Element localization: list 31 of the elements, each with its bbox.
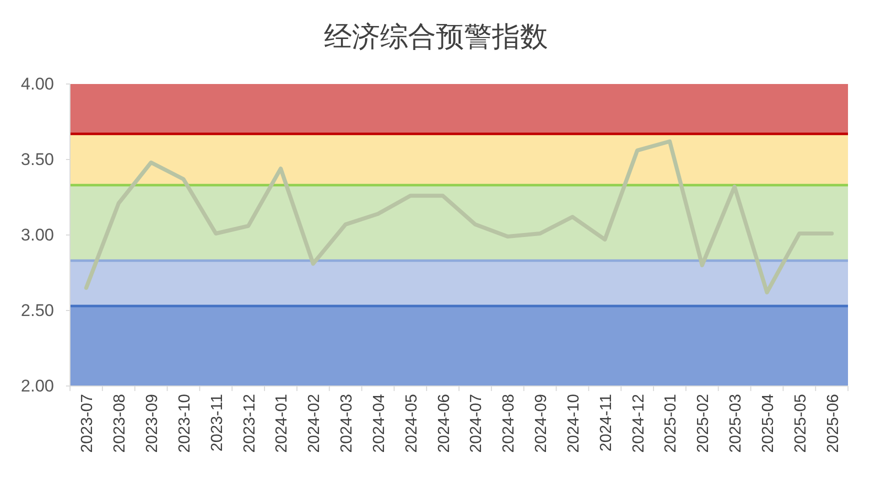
y-tick-label: 2.00 — [20, 376, 54, 396]
y-tick-label: 2.50 — [20, 301, 54, 320]
x-tick-label: 2025-05 — [792, 394, 810, 453]
x-tick-label: 2023-08 — [112, 394, 129, 453]
x-tick-label: 2023-11 — [208, 394, 226, 452]
x-tick-label: 2025-01 — [662, 394, 680, 453]
x-tick-label: 2023-12 — [241, 394, 258, 453]
chart-title: 经济综合预警指数 — [324, 22, 548, 53]
x-tick-label: 2024-02 — [306, 394, 324, 453]
x-tick-label: 2024-09 — [533, 394, 550, 453]
x-tick-label: 2025-04 — [760, 394, 777, 453]
y-tick-label: 4.00 — [20, 74, 54, 94]
x-tick-label: 2025-03 — [728, 394, 745, 453]
x-tick-label: 2024-01 — [274, 394, 291, 453]
x-tick-label: 2023-09 — [144, 394, 162, 453]
y-tick-label: 3.00 — [20, 226, 54, 244]
x-tick-label: 2024-07 — [468, 394, 486, 453]
x-tick-label: 2024-04 — [370, 394, 388, 453]
x-tick-label: 2024-10 — [565, 394, 582, 453]
x-tick-label: 2023-10 — [176, 394, 194, 453]
line-series — [84, 139, 834, 294]
x-tick-label: 2024-12 — [630, 394, 648, 453]
x-tick-label: 2024-08 — [500, 394, 518, 453]
x-tick-label: 2024-05 — [403, 394, 420, 453]
x-tick-label: 2025-02 — [695, 394, 712, 453]
x-tick-label: 2024-11 — [598, 394, 615, 452]
x-tick-label: 2024-03 — [338, 394, 356, 453]
y-tick-label: 3.50 — [20, 150, 54, 169]
x-tick-label: 2023-07 — [79, 394, 96, 453]
x-tick-label: 2024-06 — [436, 394, 453, 453]
x-tick-label: 2025-06 — [824, 394, 842, 453]
